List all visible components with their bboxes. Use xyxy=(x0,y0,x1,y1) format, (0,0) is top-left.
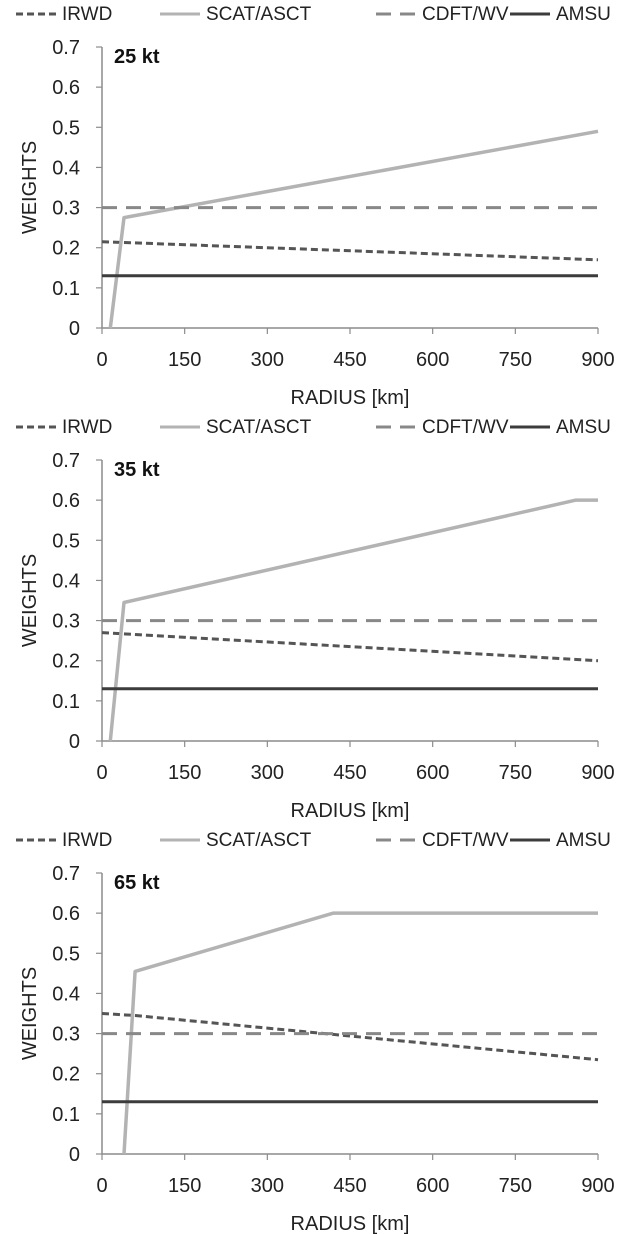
y-tick-label: 0.5 xyxy=(52,117,80,139)
x-tick-label: 450 xyxy=(333,1175,366,1197)
x-axis-title: RADIUS [km] xyxy=(291,1213,410,1234)
x-tick-label: 150 xyxy=(168,1175,201,1197)
y-tick-label: 0.2 xyxy=(52,651,80,673)
series-line-irwd xyxy=(101,631,599,663)
chart-panel-2: IRWD SCAT/ASCT CDFT/WV AMSU 0 0.1 0.2 0.3 0.4 0.5… xyxy=(16,417,615,822)
x-tick-label: 0 xyxy=(96,1175,107,1197)
y-tick-label: 0 xyxy=(69,731,80,753)
x-tick-label: 900 xyxy=(581,1175,614,1197)
x-tick-label: 150 xyxy=(168,349,201,371)
y-axis-title: WEIGHTS xyxy=(19,554,41,647)
legend-label-amsu: AMSU xyxy=(556,4,611,25)
x-tick-label: 150 xyxy=(168,762,201,784)
x-tick-label: 450 xyxy=(333,762,366,784)
y-tick-label: 0.4 xyxy=(52,157,80,179)
y-tick-label: 0.5 xyxy=(52,943,80,965)
y-tick-label: 0.2 xyxy=(52,1064,80,1086)
legend: IRWD SCAT/ASCT CDFT/WV AMSU xyxy=(16,830,611,851)
x-axis-title: RADIUS [km] xyxy=(291,800,410,822)
y-tick-label: 0.7 xyxy=(52,37,80,59)
legend-label-irwd: IRWD xyxy=(62,4,112,25)
y-tick-label: 0.1 xyxy=(52,691,80,713)
series-line-scat-asct xyxy=(108,129,599,329)
y-tick-label: 0.2 xyxy=(52,238,80,260)
y-tick-label: 0.7 xyxy=(52,863,80,885)
panel-label: 65 kt xyxy=(114,872,160,894)
x-axis-title: RADIUS [km] xyxy=(291,387,410,409)
x-tick-label: 600 xyxy=(416,762,449,784)
legend-label-scat-asct: SCAT/ASCT xyxy=(206,417,312,438)
y-tick-label: 0 xyxy=(69,318,80,340)
y-tick-label: 0.3 xyxy=(52,611,80,633)
x-tick-label: 300 xyxy=(251,349,284,371)
legend-label-irwd: IRWD xyxy=(62,417,112,438)
x-tick-label: 750 xyxy=(499,762,532,784)
x-tick-label: 300 xyxy=(251,762,284,784)
legend-label-cdft-wv: CDFT/WV xyxy=(422,4,509,25)
y-tick-label: 0.1 xyxy=(52,1104,80,1126)
x-tick-label: 0 xyxy=(96,762,107,784)
legend-label-amsu: AMSU xyxy=(556,830,611,851)
y-tick-label: 0.6 xyxy=(52,77,80,99)
legend-label-cdft-wv: CDFT/WV xyxy=(422,417,509,438)
y-tick-label: 0.4 xyxy=(52,983,80,1005)
chart-panel-1: IRWD SCAT/ASCT CDFT/WV AMSU 0 0.1 0.2 0.3 0.4 0.5… xyxy=(16,4,615,409)
y-tick-label: 0 xyxy=(69,1144,80,1166)
x-tick-label: 600 xyxy=(416,1175,449,1197)
series-line-scat-asct xyxy=(122,911,598,1155)
y-tick-label: 0.1 xyxy=(52,278,80,300)
x-tick-label: 750 xyxy=(499,1175,532,1197)
x-tick-label: 0 xyxy=(96,349,107,371)
y-tick-label: 0.6 xyxy=(52,903,80,925)
chart-panel-3: IRWD SCAT/ASCT CDFT/WV AMSU 0 0.1 0.2 0.3 0.4 0.5… xyxy=(16,830,615,1234)
y-tick-label: 0.3 xyxy=(52,198,80,220)
y-tick-label: 0.4 xyxy=(52,570,80,592)
x-tick-label: 450 xyxy=(333,349,366,371)
legend-label-scat-asct: SCAT/ASCT xyxy=(206,4,312,25)
series-line-irwd xyxy=(101,1012,599,1062)
series-line-scat-asct xyxy=(108,498,598,742)
x-tick-label: 600 xyxy=(416,349,449,371)
y-axis-title: WEIGHTS xyxy=(19,967,41,1060)
y-tick-label: 0.6 xyxy=(52,490,80,512)
x-tick-label: 900 xyxy=(581,762,614,784)
x-tick-label: 750 xyxy=(499,349,532,371)
y-axis-title: WEIGHTS xyxy=(19,141,41,234)
y-tick-label: 0.5 xyxy=(52,530,80,552)
panel-label: 35 kt xyxy=(114,459,160,481)
legend-label-cdft-wv: CDFT/WV xyxy=(422,830,509,851)
y-tick-label: 0.3 xyxy=(52,1024,80,1046)
panel-label: 25 kt xyxy=(114,46,160,68)
y-tick-label: 0.7 xyxy=(52,450,80,472)
x-tick-label: 300 xyxy=(251,1175,284,1197)
legend: IRWD SCAT/ASCT CDFT/WV AMSU xyxy=(16,417,611,438)
legend-label-irwd: IRWD xyxy=(62,830,112,851)
x-tick-label: 900 xyxy=(581,349,614,371)
legend-label-amsu: AMSU xyxy=(556,417,611,438)
series-line-irwd xyxy=(101,240,599,262)
legend-label-scat-asct: SCAT/ASCT xyxy=(206,830,312,851)
legend: IRWD SCAT/ASCT CDFT/WV AMSU xyxy=(16,4,611,25)
